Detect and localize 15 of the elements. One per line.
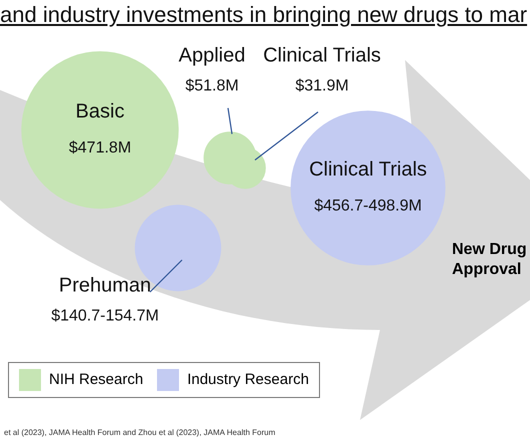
category-label: Prehuman (58, 274, 152, 297)
data-label: $51.8M (185, 77, 239, 94)
text: New Drug Approval (452, 240, 528, 280)
legend-label: NIH Research (48, 370, 144, 390)
data-label: $31.9M (295, 77, 349, 94)
data-label: $456.7-498.9M (314, 197, 422, 214)
data-label: $471.8M (68, 139, 132, 156)
legend-label: Industry Research (186, 370, 309, 390)
text: et al (2023), JAMA Health Forum and Zhou et al (2023), JAMA Health Forum (4, 428, 276, 437)
category-label: Clinical Trials (309, 158, 427, 181)
category-label: Clinical Trials (263, 44, 381, 67)
data-label: $140.7-154.7M (51, 307, 159, 324)
text: and industry investments in bringing new drugs to mar (0, 2, 528, 28)
category-label: Applied (178, 44, 246, 67)
category-label: Basic (76, 100, 124, 123)
